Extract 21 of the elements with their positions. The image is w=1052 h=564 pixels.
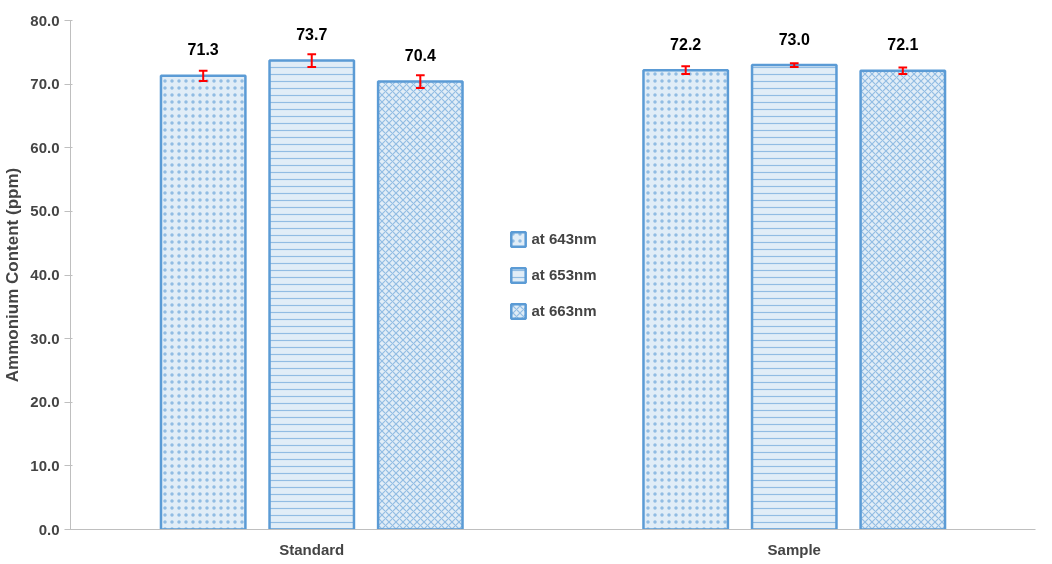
y-tick-label: 70.0 — [30, 75, 60, 93]
y-tick-label: 80.0 — [30, 11, 60, 29]
data-label: 73.0 — [778, 30, 810, 48]
y-tick-label: 40.0 — [30, 266, 60, 283]
legend-label: at 653nm — [531, 266, 597, 283]
y-tick-label: 60.0 — [30, 138, 60, 156]
y-tick-label: 50.0 — [30, 202, 60, 220]
data-label: 72.2 — [670, 35, 702, 53]
data-label: 73.7 — [296, 26, 328, 44]
y-tick-label: 20.0 — [30, 393, 60, 411]
data-label: 70.4 — [404, 47, 436, 65]
x-tick-label: Sample — [767, 540, 821, 558]
y-tick-label: 0.0 — [38, 520, 60, 538]
legend-label: at 663nm — [531, 302, 597, 319]
y-tick-label: 30.0 — [30, 329, 60, 347]
data-label: 72.1 — [887, 36, 919, 54]
x-tick-label: Standard — [279, 540, 345, 558]
y-axis-title: Ammonium Content (ppm) — [3, 167, 23, 383]
data-label: 71.3 — [187, 41, 219, 59]
legend-label: at 643nm — [531, 230, 597, 247]
y-tick-label: 10.0 — [30, 456, 60, 474]
